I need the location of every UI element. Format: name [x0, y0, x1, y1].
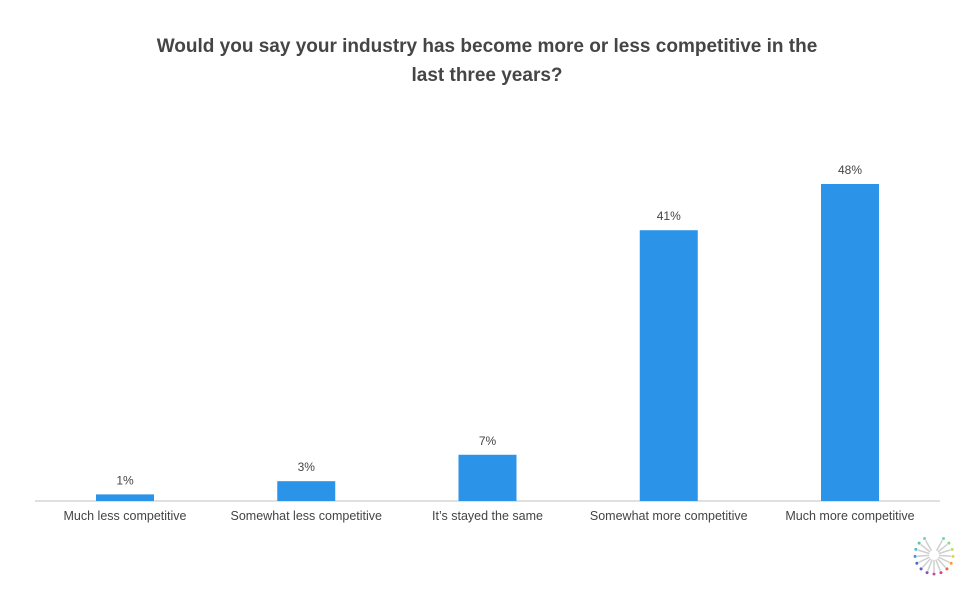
data-label: 1% [116, 473, 134, 487]
data-label: 41% [657, 209, 681, 223]
category-label: Somewhat less competitive [231, 509, 383, 523]
bar [639, 230, 698, 501]
bar [821, 184, 879, 501]
data-label: 48% [838, 163, 862, 177]
category-label: Much less competitive [64, 509, 187, 523]
data-label: 3% [298, 460, 316, 474]
category-label: Much more competitive [785, 509, 914, 523]
bar [458, 454, 517, 501]
bar [277, 481, 336, 501]
chart-title-line-1: Would you say your industry has become m… [156, 36, 818, 57]
category-label: It’s stayed the same [432, 509, 543, 523]
chart-title: Would you say your industry has become m… [0, 32, 974, 90]
brand-logo-icon [913, 537, 955, 576]
bar [96, 494, 154, 501]
data-label: 7% [479, 434, 497, 448]
category-label: Somewhat more competitive [590, 509, 748, 523]
chart-title-line-2: last three years? [411, 65, 563, 86]
